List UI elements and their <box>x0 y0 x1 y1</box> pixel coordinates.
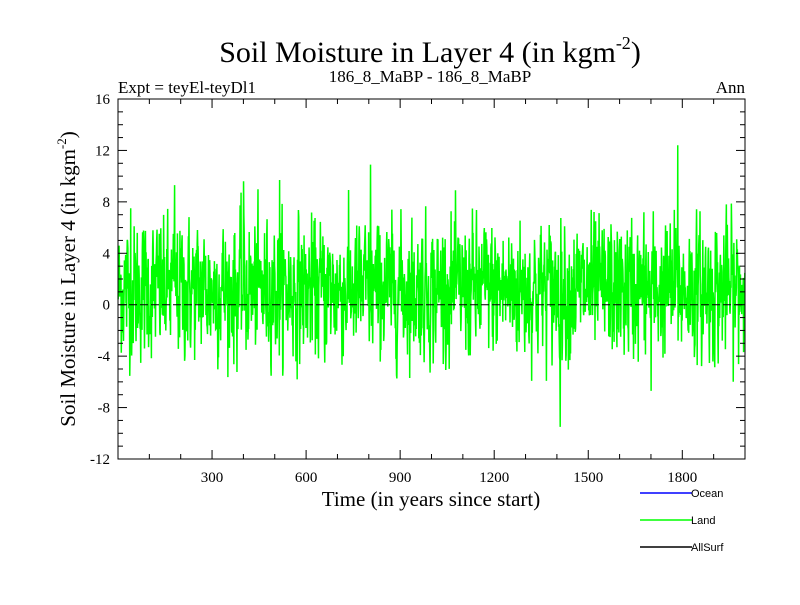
chart-title-sup: -2 <box>616 33 631 53</box>
x-tick-label: 300 <box>201 470 224 486</box>
x-tick-label: 900 <box>389 470 412 486</box>
legend-label-allsurf: AllSurf <box>691 542 724 554</box>
y-axis-label-sup: -2 <box>54 138 69 149</box>
x-tick-label: 1200 <box>479 470 509 486</box>
y-axis-label: Soil Moisture in Layer 4 (in kgm-2) <box>54 131 80 426</box>
series-line-land <box>117 145 746 427</box>
chart-title-close: ) <box>631 36 641 69</box>
y-tick-label: 4 <box>103 246 111 262</box>
y-tick-label: 8 <box>103 195 111 211</box>
y-axis-label-close: ) <box>56 131 80 138</box>
legend-label-ocean: Ocean <box>691 488 723 500</box>
subtitle-experiment: Expt = teyEl-teyDl1 <box>118 78 256 97</box>
subtitle-season: Ann <box>716 78 746 97</box>
y-tick-label: -8 <box>98 401 111 417</box>
y-tick-label: 12 <box>95 143 110 159</box>
x-tick-label: 1800 <box>667 470 697 486</box>
y-tick-label: 16 <box>95 92 111 108</box>
y-tick-label: -12 <box>90 452 110 468</box>
tick-layer <box>118 98 745 460</box>
y-tick-label: -4 <box>98 349 111 365</box>
x-tick-label: 1500 <box>573 470 603 486</box>
y-axis-label-main: Soil Moisture in Layer 4 (in kgm <box>56 149 80 427</box>
data-layer <box>117 145 746 427</box>
legend-label-land: Land <box>691 515 715 527</box>
y-tick-label: 0 <box>103 298 111 314</box>
x-tick-label: 600 <box>295 470 318 486</box>
chart-title-main: Soil Moisture in Layer 4 (in kgm <box>219 36 616 69</box>
x-axis-label: Time (in years since start) <box>322 487 541 511</box>
chart-title: Soil Moisture in Layer 4 (in kgm-2) <box>219 33 641 69</box>
subtitle-period: 186_8_MaBP - 186_8_MaBP <box>329 67 531 86</box>
legend: Ocean Land AllSurf <box>640 488 724 554</box>
tick-label-layer: -12 -8 -4 0 4 8 12 16 300 600 900 1200 1500 1800 <box>90 92 697 486</box>
